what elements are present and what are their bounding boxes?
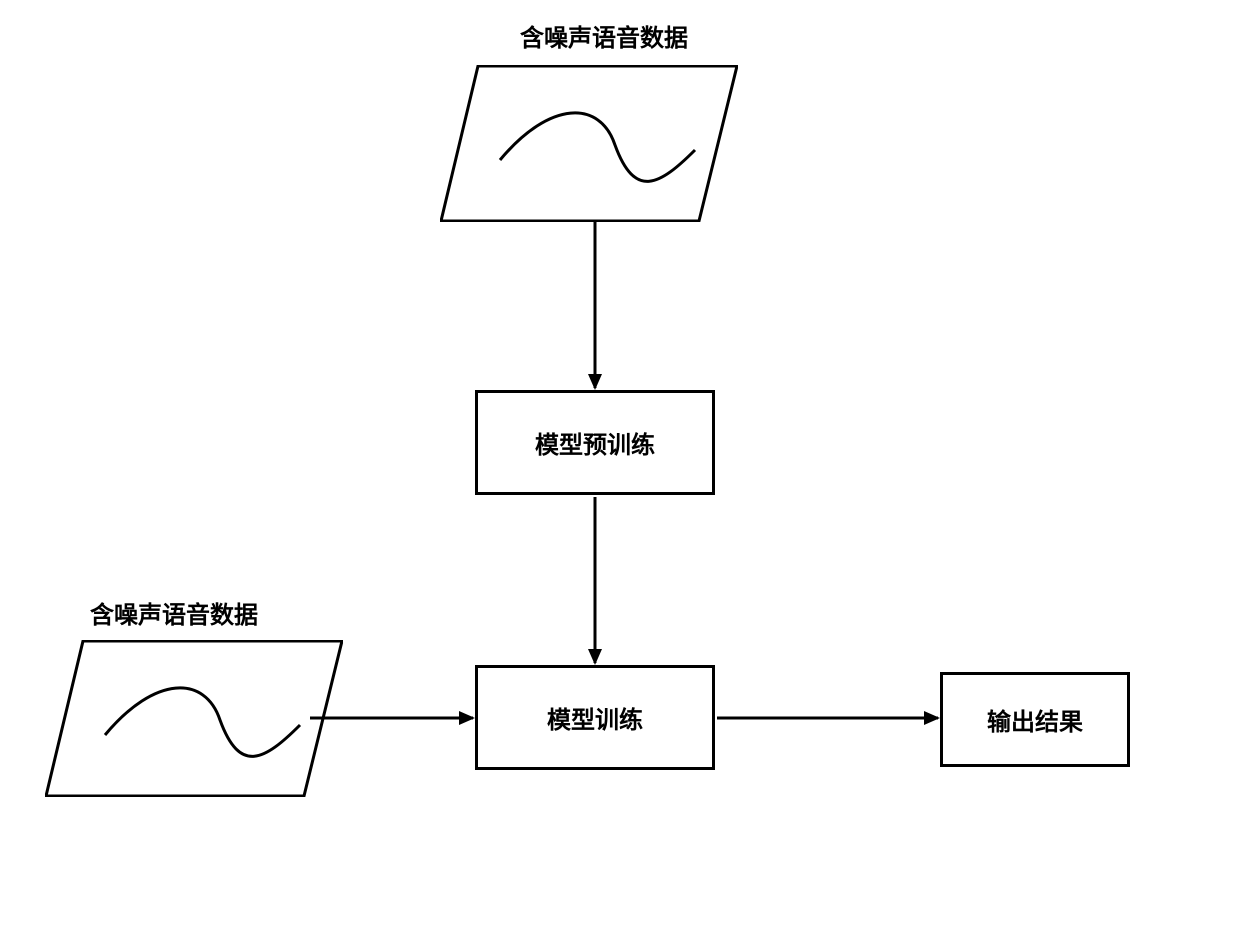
node-output-label: 输出结果 bbox=[987, 702, 1083, 737]
node-pretrain-label: 模型预训练 bbox=[535, 425, 655, 460]
label-left-data: 含噪声语音数据 bbox=[90, 595, 258, 630]
node-input-left bbox=[45, 640, 343, 797]
node-input-top bbox=[440, 65, 738, 222]
node-train-label: 模型训练 bbox=[547, 700, 643, 735]
node-pretrain: 模型预训练 bbox=[475, 390, 715, 495]
node-output: 输出结果 bbox=[940, 672, 1130, 767]
label-top-data: 含噪声语音数据 bbox=[520, 18, 688, 53]
flowchart-canvas: 含噪声语音数据 含噪声语音数据 模型预训练 模型训练 输出结果 bbox=[0, 0, 1240, 928]
node-train: 模型训练 bbox=[475, 665, 715, 770]
